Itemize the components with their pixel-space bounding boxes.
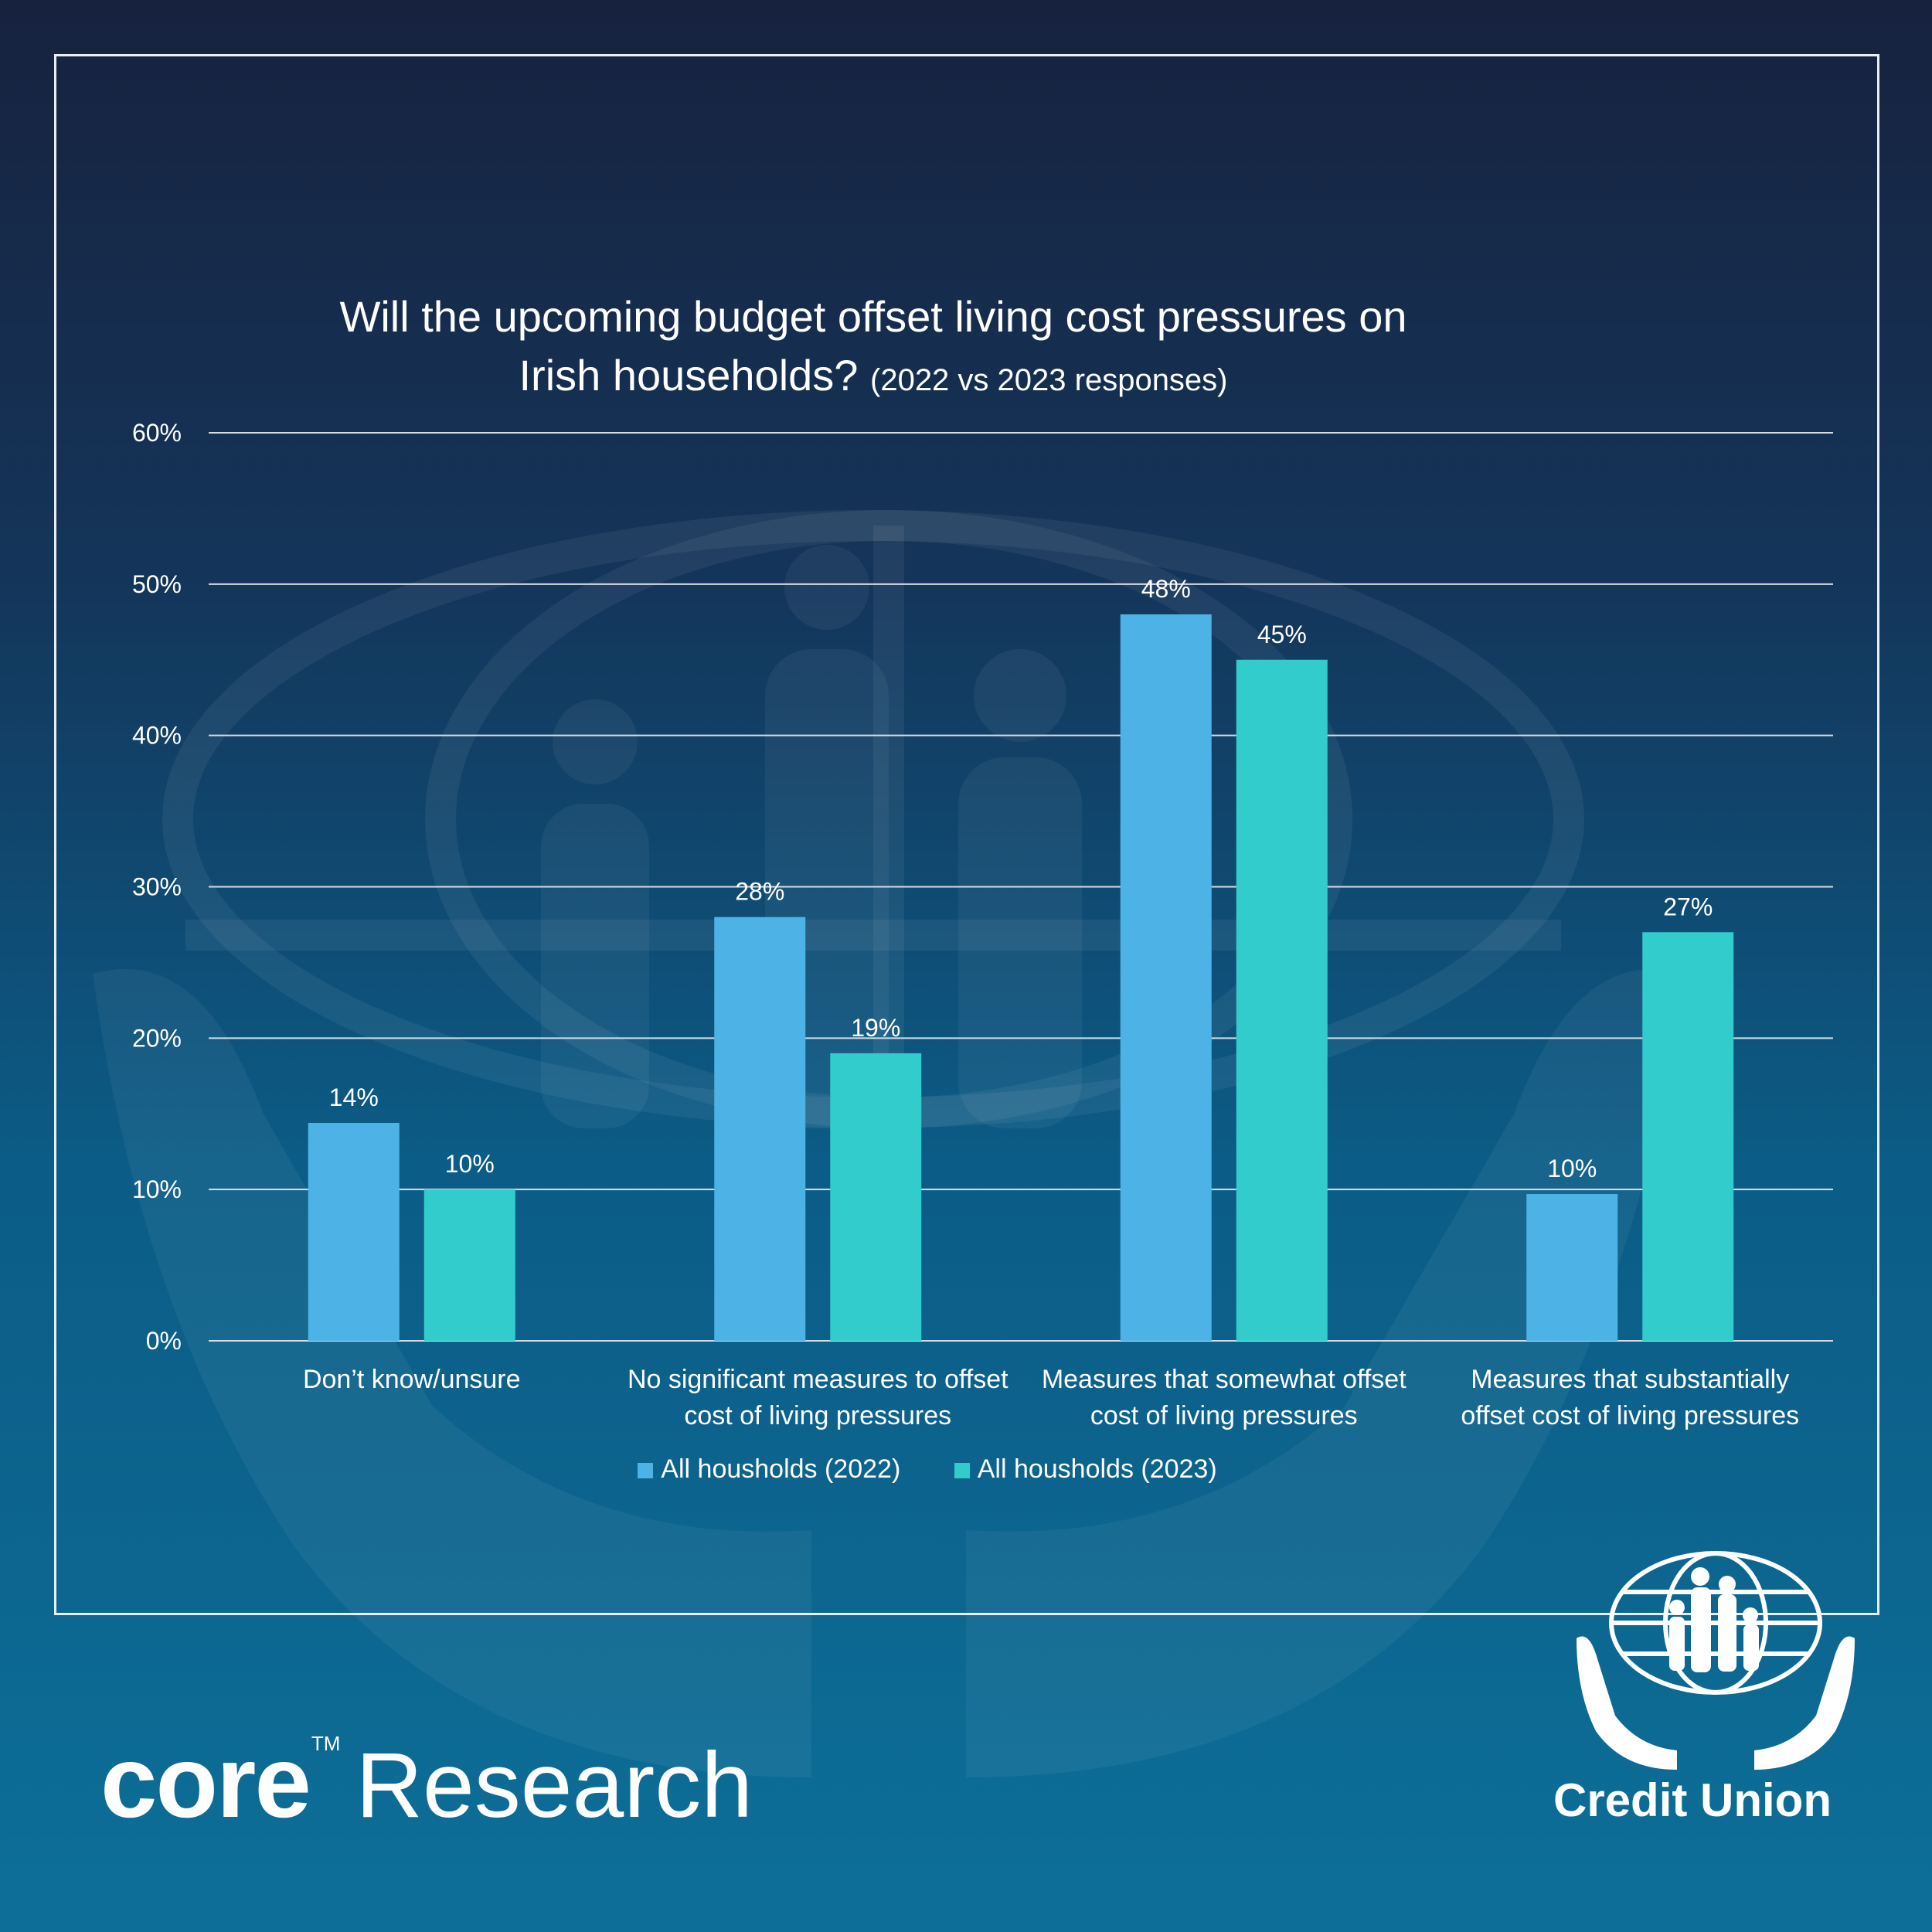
- bar: [423, 1189, 515, 1341]
- y-tick-label: 30%: [132, 873, 182, 901]
- credit-union-name: Credit Union: [1553, 1774, 1832, 1826]
- bar: [830, 1053, 922, 1341]
- chart-title-sub: (2022 vs 2023 responses): [870, 363, 1228, 397]
- data-label: 10%: [445, 1150, 495, 1178]
- x-category-label: cost of living pressures: [1090, 1401, 1358, 1430]
- data-label: 10%: [1547, 1155, 1597, 1182]
- chart-title-main: Will the upcoming budget offset living c…: [339, 292, 1407, 400]
- bar: [1120, 614, 1212, 1341]
- chart-title: Will the upcoming budget offset living c…: [294, 287, 1453, 410]
- bar: [1236, 659, 1328, 1341]
- bar: [1642, 932, 1734, 1341]
- y-tick-label: 20%: [132, 1024, 182, 1052]
- bar: [714, 917, 806, 1341]
- data-label: 19%: [851, 1014, 900, 1042]
- data-label: 14%: [329, 1083, 379, 1111]
- x-category-label: Measures that somewhat offset: [1042, 1365, 1406, 1394]
- legend-item-2022: All housholds (2022): [638, 1454, 900, 1485]
- core-logo-tm: TM: [311, 1732, 341, 1755]
- x-category-label: No significant measures to offset: [628, 1365, 1009, 1394]
- y-tick-label: 60%: [132, 419, 182, 447]
- credit-union-globe-hands-icon: [1577, 1551, 1855, 1770]
- x-category-label: Don’t know/unsure: [303, 1365, 521, 1394]
- legend-swatch-2022: [638, 1463, 654, 1478]
- chart-legend: All housholds (2022) All housholds (2023…: [0, 1454, 1855, 1485]
- x-category-label: offset cost of living pressures: [1461, 1401, 1799, 1430]
- legend-item-2023: All housholds (2023): [954, 1454, 1217, 1485]
- legend-label-2023: All housholds (2023): [977, 1454, 1217, 1484]
- core-research-logo: coreTM Research: [100, 1723, 753, 1840]
- data-label: 48%: [1141, 575, 1191, 603]
- y-tick-label: 0%: [146, 1327, 182, 1355]
- data-label: 45%: [1257, 621, 1307, 648]
- core-logo-word: core: [100, 1725, 311, 1838]
- y-tick-label: 50%: [132, 570, 182, 598]
- legend-label-2022: All housholds (2022): [661, 1454, 901, 1484]
- data-label: 27%: [1663, 893, 1713, 920]
- x-category-label: Measures that substantially: [1471, 1365, 1789, 1394]
- chart-frame: [54, 54, 1879, 1615]
- core-logo-research: Research: [355, 1733, 753, 1837]
- x-category-label: cost of living pressures: [684, 1401, 951, 1430]
- bar: [308, 1123, 400, 1341]
- bar: [1526, 1194, 1618, 1341]
- y-tick-label: 40%: [132, 722, 182, 750]
- data-label: 28%: [735, 878, 784, 906]
- legend-swatch-2023: [954, 1463, 970, 1478]
- y-tick-label: 10%: [132, 1175, 182, 1203]
